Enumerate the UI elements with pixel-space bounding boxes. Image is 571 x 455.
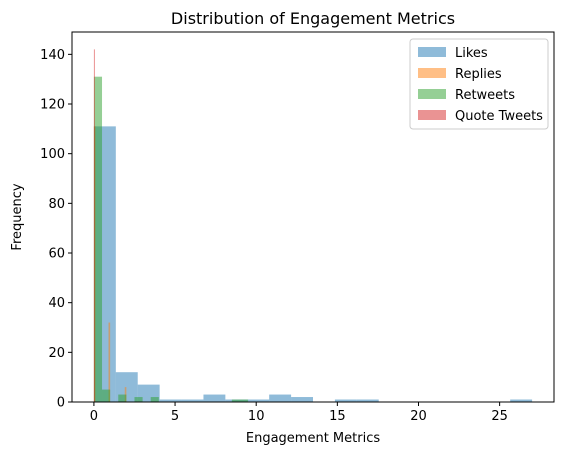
x-tick-label-4: 20 (410, 409, 427, 424)
legend-label-likes: Likes (455, 46, 488, 61)
y-tick-label-7: 140 (40, 48, 65, 63)
x-tick-label-1: 5 (171, 409, 179, 424)
bar-replies-1 (108, 322, 111, 402)
legend-swatch-replies (418, 68, 446, 78)
y-tick-label-0: 0 (57, 396, 65, 411)
bar-likes-3 (159, 399, 182, 402)
y-axis-ticks: 0 20 40 60 80 100 120 140 (40, 48, 72, 411)
y-tick-label-5: 100 (40, 147, 65, 162)
legend-label-replies: Replies (455, 67, 502, 82)
x-tick-label-2: 10 (248, 409, 265, 424)
legend-swatch-likes (418, 47, 446, 57)
bar-likes-9 (291, 397, 313, 402)
bar-quote-tweets-0 (93, 49, 95, 403)
legend-box (409, 38, 549, 130)
bar-retweets-11 (239, 399, 249, 402)
bars-layer (93, 49, 533, 403)
bar-retweets-10 (231, 399, 240, 402)
bar-likes-4 (181, 399, 204, 402)
legend-swatch-quote-tweets (418, 110, 446, 120)
plot-frame (71, 31, 555, 403)
x-axis-label: Engagement Metrics (246, 431, 380, 446)
legend-label-quote-tweets: Quote Tweets (455, 109, 543, 124)
y-axis-label: Frequency (10, 183, 25, 250)
bar-retweets-1 (102, 389, 111, 402)
chart-title: Distribution of Engagement Metrics (171, 9, 455, 28)
bar-likes-8 (269, 394, 292, 402)
bar-retweets-5 (134, 397, 143, 402)
y-tick-label-4: 80 (48, 197, 65, 212)
x-tick-label-0: 0 (90, 409, 98, 424)
bar-likes-12 (356, 399, 379, 402)
bar-retweets-7 (150, 397, 159, 402)
x-tick-label-3: 15 (329, 409, 346, 424)
bar-retweets-3 (118, 394, 127, 402)
legend-swatch-retweets (418, 89, 446, 99)
bar-retweets-0 (93, 76, 103, 402)
bar-likes-11 (334, 399, 357, 402)
legend: Likes Replies Retweets Quote Tweets (409, 38, 549, 130)
legend-label-retweets: Retweets (455, 88, 515, 103)
y-tick-label-6: 120 (40, 98, 65, 113)
bar-likes-7 (247, 399, 270, 402)
x-tick-label-5: 25 (491, 409, 508, 424)
x-axis-ticks: 0 5 10 15 20 25 (90, 402, 508, 424)
bar-likes-5 (203, 394, 226, 402)
y-tick-label-3: 60 (48, 247, 65, 262)
y-tick-label-2: 40 (48, 296, 65, 311)
y-tick-label-1: 20 (48, 346, 65, 361)
bar-likes-19 (510, 399, 533, 402)
